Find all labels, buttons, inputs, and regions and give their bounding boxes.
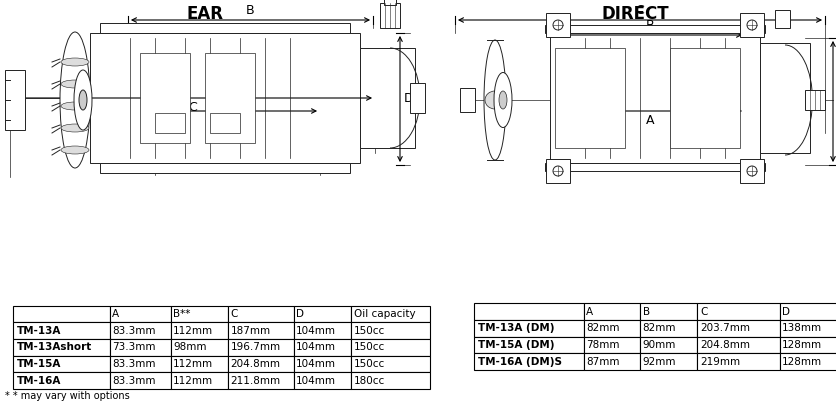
Ellipse shape [61, 124, 89, 132]
Bar [545, 163, 765, 171]
Bar [140, 53, 190, 143]
Bar [670, 48, 740, 148]
Bar [90, 33, 360, 163]
Text: C: C [188, 101, 196, 114]
Bar [205, 53, 255, 143]
Ellipse shape [79, 90, 87, 110]
Text: B: B [645, 19, 655, 32]
Text: A: A [646, 114, 655, 127]
Bar [546, 159, 570, 183]
Bar [210, 113, 240, 133]
Bar [460, 88, 475, 112]
Ellipse shape [61, 80, 89, 88]
Circle shape [553, 20, 563, 30]
Bar [155, 113, 185, 133]
Ellipse shape [499, 91, 507, 109]
Ellipse shape [494, 73, 512, 128]
Ellipse shape [61, 102, 89, 110]
Circle shape [747, 20, 757, 30]
Bar [555, 48, 625, 148]
Bar [100, 163, 350, 173]
Text: C: C [635, 4, 645, 17]
Ellipse shape [60, 32, 90, 168]
Bar [380, 3, 400, 28]
Bar [740, 159, 764, 183]
Bar [100, 23, 350, 33]
Ellipse shape [484, 40, 506, 160]
Text: A: A [233, 114, 242, 127]
Text: D: D [404, 93, 414, 105]
Bar [550, 33, 760, 163]
Text: DIRECT: DIRECT [601, 5, 669, 23]
Text: D: D [835, 95, 836, 108]
Bar [360, 48, 415, 148]
Bar [410, 83, 425, 113]
Circle shape [553, 166, 563, 176]
Bar [805, 90, 825, 110]
Ellipse shape [61, 58, 89, 66]
Text: * * may vary with options: * * may vary with options [5, 391, 130, 401]
Circle shape [747, 166, 757, 176]
Bar [546, 13, 570, 37]
Bar [775, 10, 790, 28]
Text: EAR: EAR [186, 5, 223, 23]
Ellipse shape [74, 70, 92, 130]
Text: B: B [246, 4, 255, 17]
Bar [5, 70, 25, 130]
Bar [384, 0, 396, 5]
Ellipse shape [485, 91, 505, 109]
Bar [760, 43, 810, 153]
Bar [740, 13, 764, 37]
Bar [545, 25, 765, 33]
Ellipse shape [61, 146, 89, 154]
